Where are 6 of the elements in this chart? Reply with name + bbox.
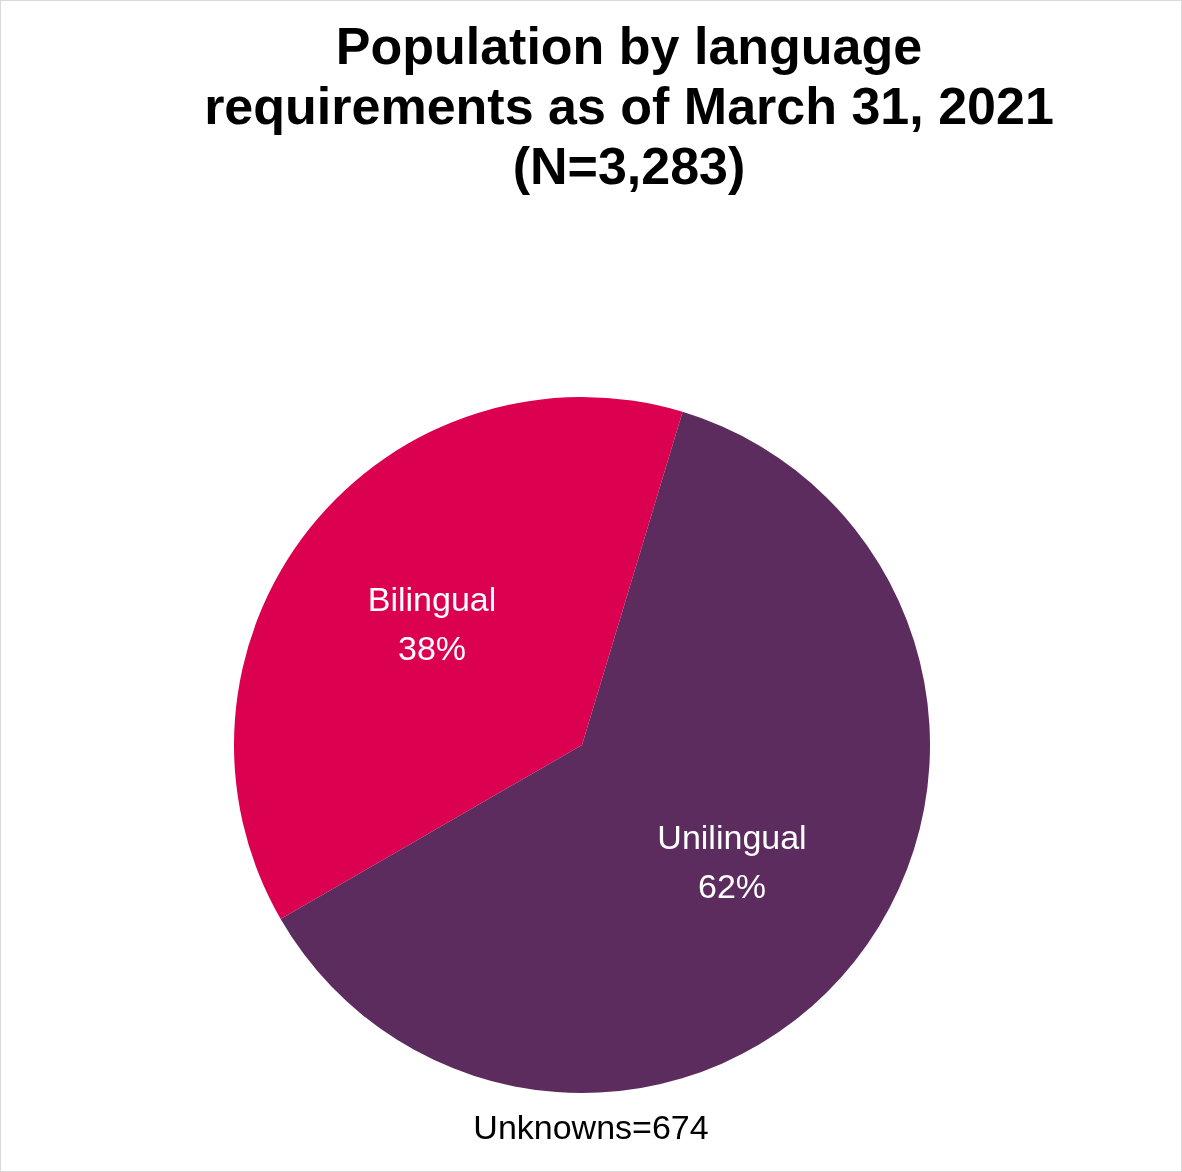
data-label: 62% — [697, 866, 767, 905]
data-label: 38% — [397, 628, 467, 667]
chart-title: Population by language requirements as of March 31, 2021 (N=3,283) — [203, 16, 1055, 196]
text: Unknowns=674 — [472, 1107, 710, 1147]
slice-label: Unilingual — [657, 817, 807, 856]
slice-label: Bilingual — [367, 579, 497, 618]
